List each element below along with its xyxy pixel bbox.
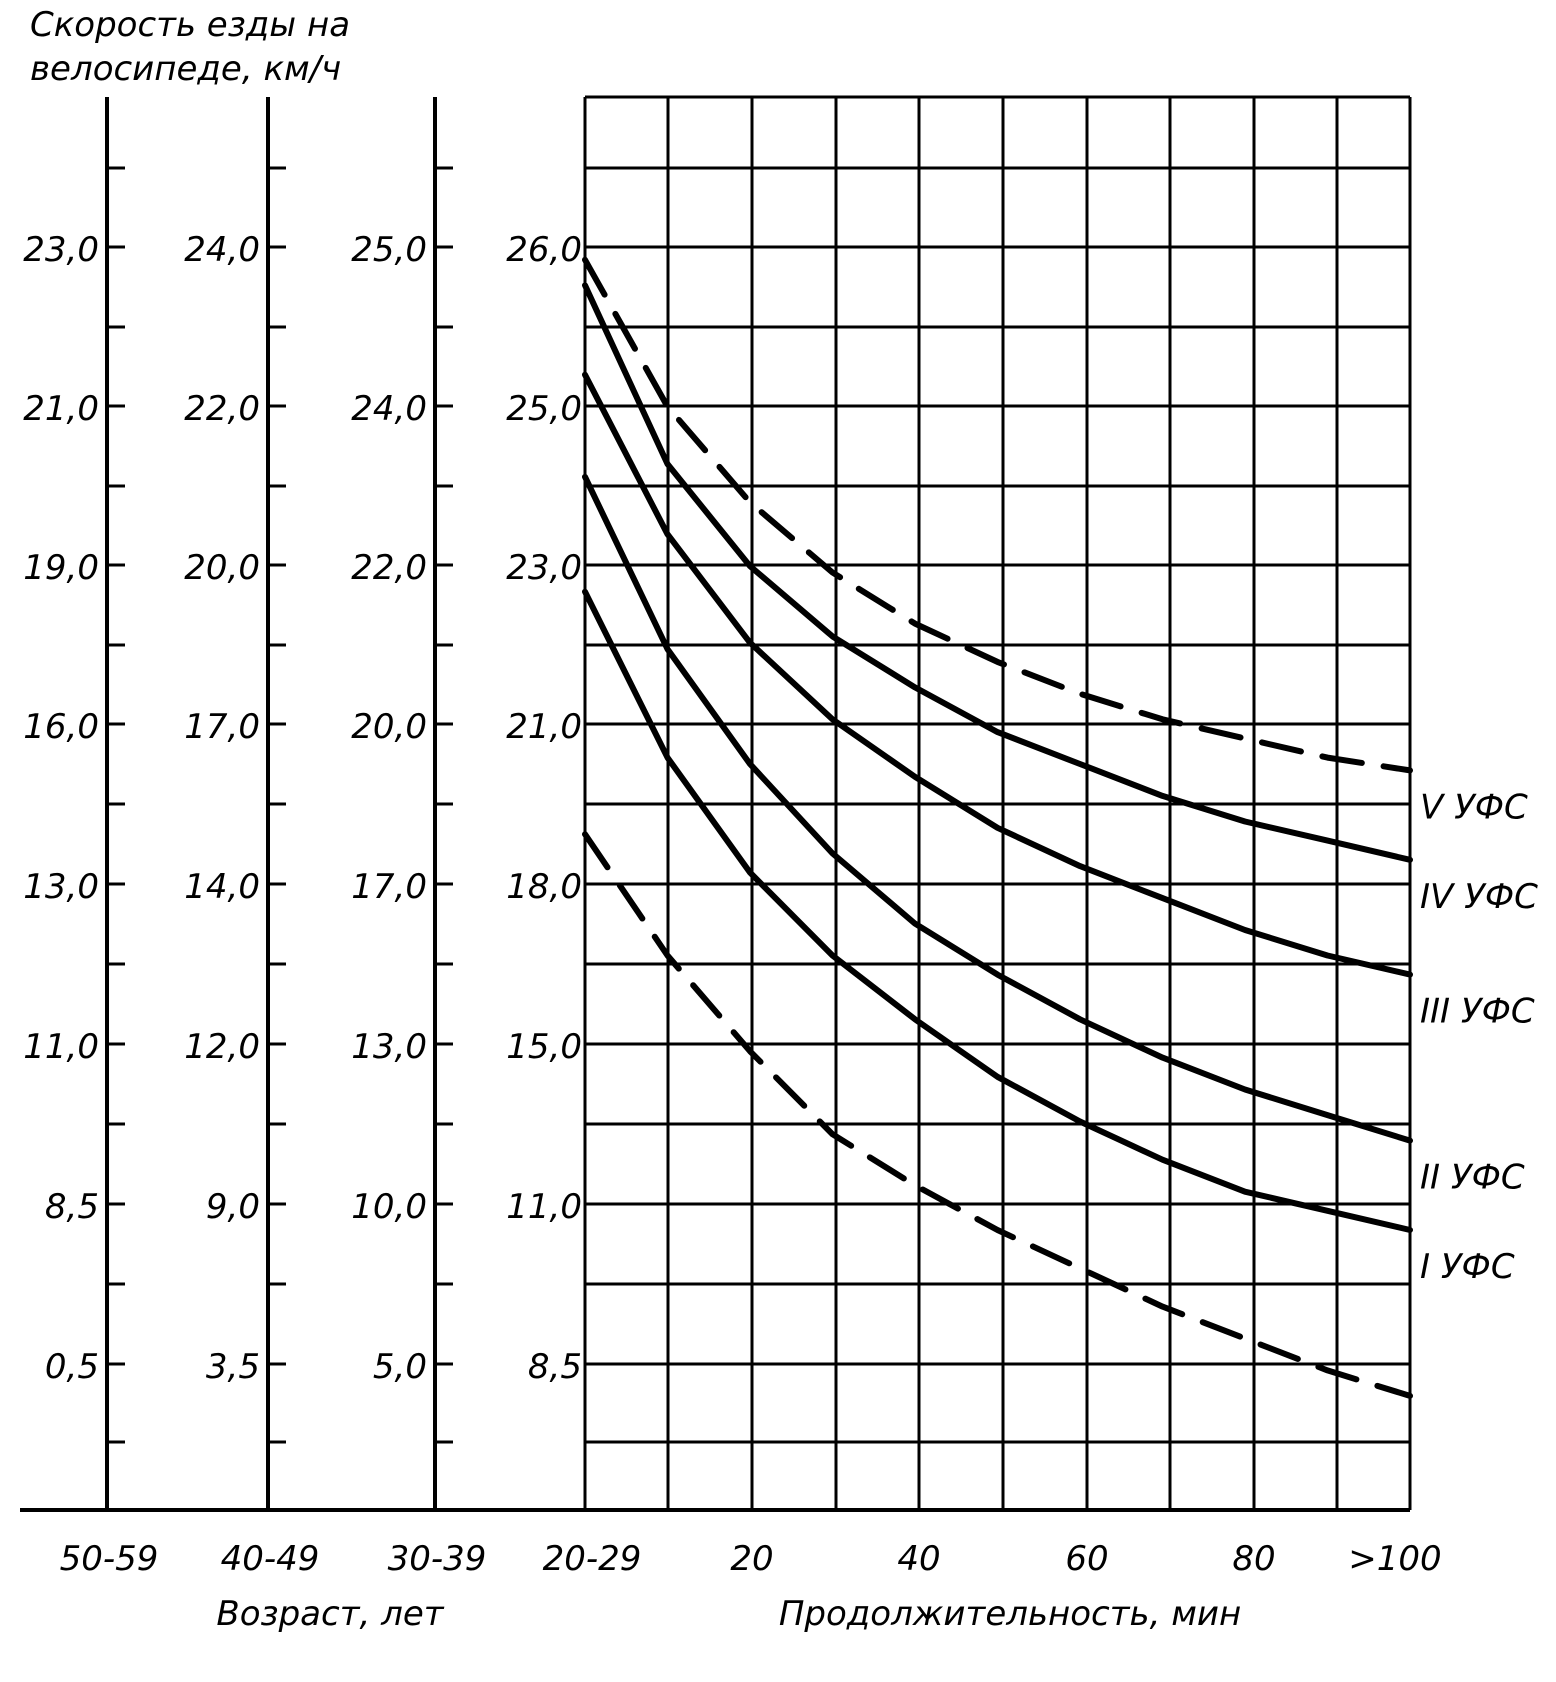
- age-tick-label-0-7: 23,0: [23, 230, 99, 270]
- age-tick-label-2-4: 20,0: [351, 707, 427, 747]
- age-tick-label-2-6: 24,0: [351, 389, 427, 429]
- age-tick-label-0-2: 11,0: [23, 1027, 99, 1067]
- age-tick-label-3-1: 11,0: [506, 1187, 582, 1227]
- age-tick-label-0-1: 8,5: [45, 1187, 99, 1227]
- curve-5: [582, 831, 1413, 1399]
- curve-label-4: I УФС: [1420, 1247, 1515, 1287]
- age-tick-label-3-2: 15,0: [506, 1027, 582, 1067]
- age-group-label-0: 50-59: [60, 1539, 159, 1579]
- curve-0: [582, 256, 1413, 774]
- age-group-label-3: 20-29: [543, 1539, 642, 1579]
- age-tick-label-2-5: 22,0: [351, 548, 427, 588]
- age-tick-label-1-3: 14,0: [184, 867, 260, 907]
- age-tick-label-1-6: 22,0: [184, 389, 260, 429]
- age-tick-label-1-7: 24,0: [184, 230, 260, 270]
- curve-label-3: II УФС: [1420, 1158, 1525, 1198]
- curve-4: [582, 588, 1413, 1233]
- age-tick-label-0-5: 19,0: [23, 548, 99, 588]
- age-tick-label-0-4: 16,0: [23, 707, 99, 747]
- age-tick-label-2-7: 25,0: [351, 230, 427, 270]
- curve-labels: V УФС IV УФС III УФС II УФС I УФС: [1420, 787, 1538, 1287]
- duration-grid: [583, 95, 1412, 1512]
- curve-label-2: III УФС: [1420, 992, 1535, 1032]
- age-tick-label-3-4: 21,0: [506, 707, 582, 747]
- y-axis-title-line-1: Скорость езды на: [30, 5, 350, 45]
- age-tick-label-3-0: 8,5: [528, 1347, 582, 1387]
- curve-1: [582, 282, 1413, 863]
- age-tick-label-1-4: 17,0: [184, 707, 260, 747]
- curve-3: [582, 473, 1413, 1144]
- age-tick-label-3-3: 18,0: [506, 867, 582, 907]
- duration-axis-title: Продолжительность, мин: [779, 1594, 1241, 1634]
- duration-tick-label-3: 80: [1232, 1539, 1275, 1579]
- age-tick-label-3-6: 25,0: [506, 389, 582, 429]
- curve-2: [582, 371, 1413, 978]
- age-tick-label-0-0: 0,5: [45, 1347, 99, 1387]
- age-tick-label-2-2: 13,0: [351, 1027, 427, 1067]
- age-axes: 0,5 8,5 11,0 13,0 16,0 19,0 21,0 23,0 3,5 9,0 12,0…: [23, 97, 582, 1510]
- age-tick-label-0-6: 21,0: [23, 389, 99, 429]
- age-group-label-2: 30-39: [388, 1539, 487, 1579]
- age-tick-label-2-3: 17,0: [351, 867, 427, 907]
- curve-label-1: IV УФС: [1420, 877, 1538, 917]
- y-axis-title-line-2: велосипеде, км/ч: [30, 49, 341, 89]
- age-tick-label-1-0: 3,5: [206, 1347, 260, 1387]
- curve-label-0: V УФС: [1420, 787, 1528, 827]
- age-tick-label-1-2: 12,0: [184, 1027, 260, 1067]
- x-tick-labels: 50-59 40-49 30-39 20-29 20 40 60 80 >100: [60, 1539, 1442, 1579]
- age-tick-label-1-1: 9,0: [206, 1187, 260, 1227]
- age-tick-label-1-5: 20,0: [184, 548, 260, 588]
- age-tick-label-3-5: 23,0: [506, 548, 582, 588]
- age-tick-label-2-1: 10,0: [351, 1187, 427, 1227]
- age-axis-title: Возраст, лет: [216, 1594, 444, 1634]
- age-group-label-1: 40-49: [221, 1539, 320, 1579]
- age-tick-label-0-3: 13,0: [23, 867, 99, 907]
- duration-tick-label-4: >100: [1348, 1539, 1441, 1579]
- duration-tick-label-2: 60: [1065, 1539, 1108, 1579]
- y-axis-title: Скорость езды на велосипеде, км/ч: [30, 5, 350, 89]
- duration-tick-label-0: 20: [730, 1539, 773, 1579]
- duration-tick-label-1: 40: [897, 1539, 940, 1579]
- age-tick-label-2-0: 5,0: [373, 1347, 427, 1387]
- fitness-curves: [582, 256, 1413, 1399]
- age-tick-label-3-7: 26,0: [506, 230, 582, 270]
